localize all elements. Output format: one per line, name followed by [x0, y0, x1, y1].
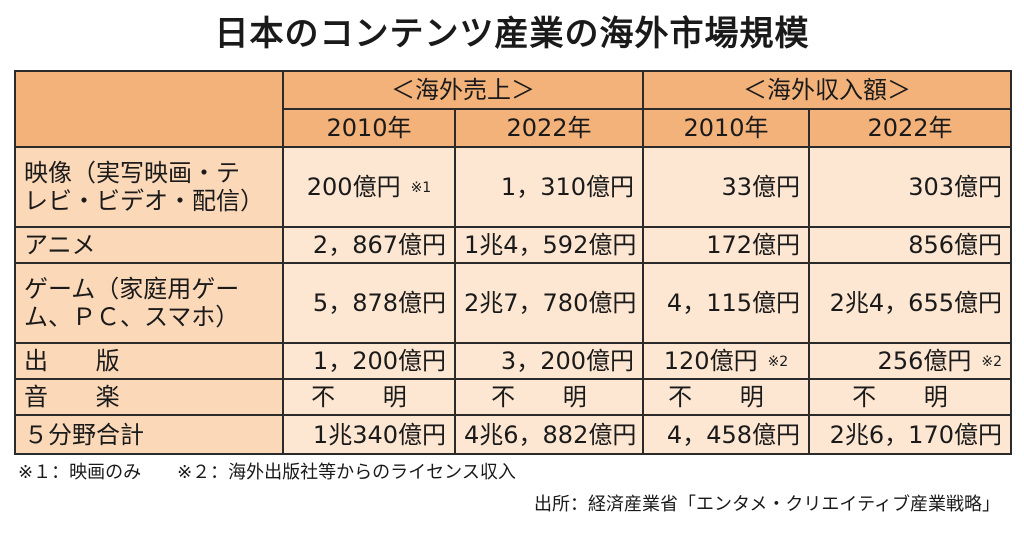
value-cell: 1兆340億円	[282, 414, 456, 455]
value-cell: 4，115億円	[642, 262, 810, 344]
row-label: 映像（実写映画・テ レビ・ビデオ・配信）	[14, 146, 284, 228]
value-cell: 200億円 ※1	[282, 146, 456, 228]
value-cell: 856億円	[808, 226, 1012, 264]
row-label: ゲーム（家庭用ゲー ム、ＰＣ、スマホ）	[14, 262, 284, 344]
table-row: 映像（実写映画・テ レビ・ビデオ・配信） 200億円 ※1 1，310億円 33億…	[14, 146, 1012, 228]
value-cell: 1兆4，592億円	[454, 226, 644, 264]
value-cell: 不 明	[642, 378, 810, 416]
table-row-total: ５分野合計 1兆340億円 4兆6，882億円 4，458億円 2兆6，170億…	[14, 414, 1012, 455]
value-cell: 不 明	[282, 378, 456, 416]
header-overseas-sales: ＜海外売上＞	[282, 70, 644, 110]
value-cell: 2兆4，655億円	[808, 262, 1012, 344]
source-note: 出所：経済産業省「エンタメ・クリエイティブ産業戦略」	[533, 494, 1000, 515]
row-label: 出 版	[14, 342, 284, 380]
page-title: 日本のコンテンツ産業の海外市場規模	[214, 14, 810, 54]
header-row-groups: ＜海外売上＞ ＜海外収入額＞	[14, 70, 1012, 148]
value-cell: 不 明	[454, 378, 644, 416]
header-corner	[14, 70, 284, 148]
footnote-mark: ※1	[410, 179, 432, 196]
value-cell: 2，867億円	[282, 226, 456, 264]
value-cell: 4，458億円	[642, 414, 810, 455]
value-cell: 172億円	[642, 226, 810, 264]
header-year: 2022年	[808, 108, 1012, 148]
value-cell: 33億円	[642, 146, 810, 228]
row-label: 音 楽	[14, 378, 284, 416]
value-cell: 5，878億円	[282, 262, 456, 344]
footnotes: ※１：映画のみ ※２：海外出版社等からのライセンス収入	[18, 460, 516, 486]
value-cell: 1，200億円	[282, 342, 456, 380]
value-cell: 4兆6，882億円	[454, 414, 644, 455]
footnote-1: ※１：映画のみ	[18, 462, 142, 483]
table-row: ゲーム（家庭用ゲー ム、ＰＣ、スマホ） 5，878億円 2兆7，780億円 4，…	[14, 262, 1012, 344]
table-row: 出 版 1，200億円 3，200億円 120億円 ※2 256億円 ※2	[14, 342, 1012, 380]
header-year: 2022年	[454, 108, 644, 148]
value-cell: 不 明	[808, 378, 1012, 416]
header-year: 2010年	[282, 108, 456, 148]
header-row-years: 2010年 2022年 2010年 2022年	[15, 108, 1012, 148]
row-label: アニメ	[14, 226, 284, 264]
footnote-2: ※２：海外出版社等からのライセンス収入	[177, 462, 516, 483]
value-cell: 1，310億円	[454, 146, 644, 228]
value-cell: 2兆7，780億円	[454, 262, 644, 344]
table-row: 音 楽 不 明 不 明 不 明 不 明	[14, 378, 1012, 416]
value-cell: 3，200億円	[454, 342, 644, 380]
header-year: 2010年	[642, 108, 810, 148]
value-cell: 2兆6，170億円	[808, 414, 1012, 455]
header-overseas-income: ＜海外収入額＞	[642, 70, 1012, 110]
value-cell: 303億円	[808, 146, 1012, 228]
market-size-table: ＜海外売上＞ ＜海外収入額＞ 2010年 2022年 2010年 2022年 映…	[14, 70, 1012, 455]
footnote-mark: ※2	[767, 353, 789, 370]
table-row: アニメ 2，867億円 1兆4，592億円 172億円 856億円	[14, 226, 1012, 264]
value-cell: 120億円 ※2	[642, 342, 810, 380]
value-cell: 256億円 ※2	[808, 342, 1012, 380]
footnote-mark: ※2	[981, 353, 1002, 370]
row-label: ５分野合計	[14, 414, 284, 455]
